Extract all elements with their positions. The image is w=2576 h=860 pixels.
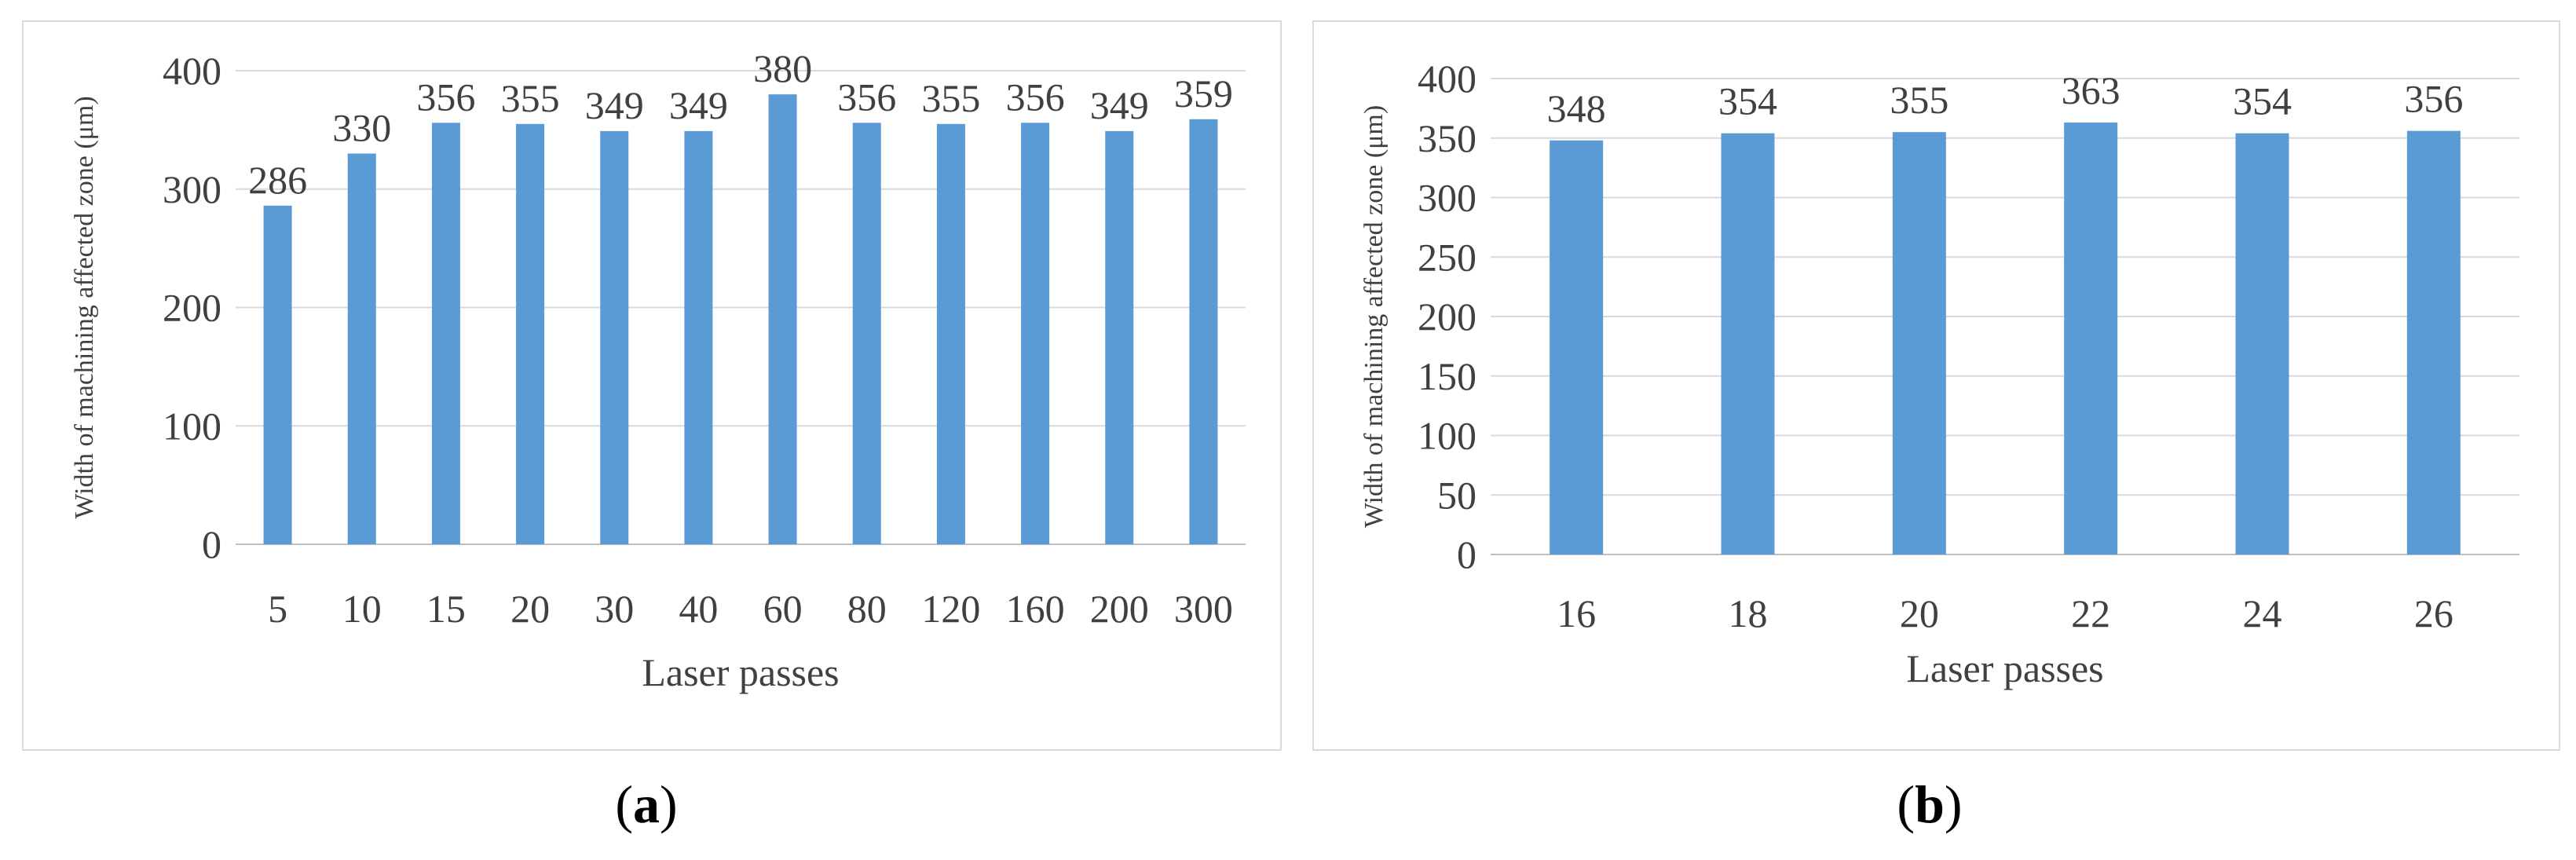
x-tick-label: 5 (268, 587, 287, 631)
y-tick-label: 0 (1457, 532, 1476, 576)
y-axis-label: Width of machining affected zone (μm) (1359, 105, 1389, 528)
data-label: 355 (1890, 78, 1948, 122)
x-axis-label: Laser passes (1906, 646, 2103, 690)
x-tick-label: 15 (426, 587, 466, 631)
y-tick-label: 400 (1418, 57, 1476, 101)
data-label: 355 (501, 76, 560, 120)
x-tick-label: 16 (1557, 591, 1596, 635)
bar-chart-b: 0 50 100 150 200 250 300 350 400 348 16 354 18 355 20 3… (1359, 57, 2519, 690)
y-tick-label: 200 (163, 286, 221, 330)
chart-panel-b: 0 50 100 150 200 250 300 350 400 348 16 354 18 355 20 3… (1312, 20, 2560, 751)
bar (2235, 133, 2289, 554)
data-label: 348 (1547, 86, 1606, 130)
data-label: 286 (248, 158, 307, 202)
bar (852, 123, 881, 544)
x-axis-label: Laser passes (642, 650, 839, 694)
y-tick-label: 300 (1418, 176, 1476, 220)
y-tick-label: 50 (1437, 473, 1476, 517)
bar (1721, 133, 1775, 554)
x-tick-label: 40 (679, 587, 718, 631)
y-axis-label: Width of machining affected zone (μm) (70, 96, 99, 518)
caption-b: (b) (1897, 774, 1963, 834)
bar-chart-a: 0 100 200 300 400 286 5 330 10 356 15 355 20 349 30 349… (70, 46, 1246, 694)
x-tick-label: 22 (2071, 591, 2110, 635)
chart-panel-a: 0 100 200 300 400 286 5 330 10 356 15 355 20 349 30 349… (22, 20, 1282, 751)
bar (936, 123, 965, 544)
y-tick-label: 250 (1418, 235, 1476, 279)
bar (263, 205, 292, 544)
y-tick-label: 200 (1418, 295, 1476, 339)
x-tick-label: 26 (2414, 591, 2453, 635)
data-label: 349 (669, 83, 728, 127)
bar (2406, 130, 2461, 554)
bar (1892, 132, 1946, 555)
x-tick-label: 160 (1006, 587, 1065, 631)
y-tick-label: 100 (163, 404, 221, 448)
bar (516, 123, 545, 544)
data-label: 330 (332, 106, 391, 150)
x-tick-label: 30 (595, 587, 634, 631)
data-label: 359 (1174, 71, 1233, 115)
bar (347, 153, 376, 544)
bar (768, 94, 797, 544)
x-tick-label: 20 (510, 587, 550, 631)
y-tick-label: 100 (1418, 414, 1476, 458)
y-tick-label: 150 (1418, 354, 1476, 398)
data-label: 349 (585, 83, 644, 127)
x-tick-label: 18 (1729, 591, 1768, 635)
x-tick-label: 10 (342, 587, 382, 631)
y-tick-label: 350 (1418, 116, 1476, 160)
bar (684, 130, 713, 544)
x-tick-label: 24 (2243, 591, 2282, 635)
caption-a: (a) (615, 774, 678, 834)
x-tick-label: 120 (921, 587, 980, 631)
x-tick-label: 300 (1174, 587, 1233, 631)
bar (1550, 140, 1604, 554)
bar (1105, 130, 1134, 544)
data-label: 356 (1006, 75, 1065, 119)
data-label: 356 (837, 75, 896, 119)
y-tick-label: 300 (163, 167, 221, 211)
bar (1021, 123, 1050, 544)
y-tick-label: 400 (163, 49, 221, 93)
x-tick-label: 60 (763, 587, 803, 631)
bar (600, 130, 629, 544)
bar (431, 123, 460, 544)
data-label: 354 (1718, 79, 1777, 123)
data-label: 354 (2233, 79, 2292, 123)
y-tick-label: 0 (202, 522, 221, 566)
bar (2064, 123, 2118, 554)
x-tick-label: 200 (1090, 587, 1149, 631)
data-label: 356 (416, 75, 475, 119)
data-label: 349 (1090, 83, 1149, 127)
x-tick-label: 80 (847, 587, 887, 631)
x-tick-label: 20 (1900, 591, 1939, 635)
bar (1189, 119, 1218, 544)
data-label: 363 (2062, 68, 2120, 112)
data-label: 380 (753, 46, 812, 90)
data-label: 355 (921, 76, 980, 120)
data-label: 356 (2404, 77, 2463, 121)
